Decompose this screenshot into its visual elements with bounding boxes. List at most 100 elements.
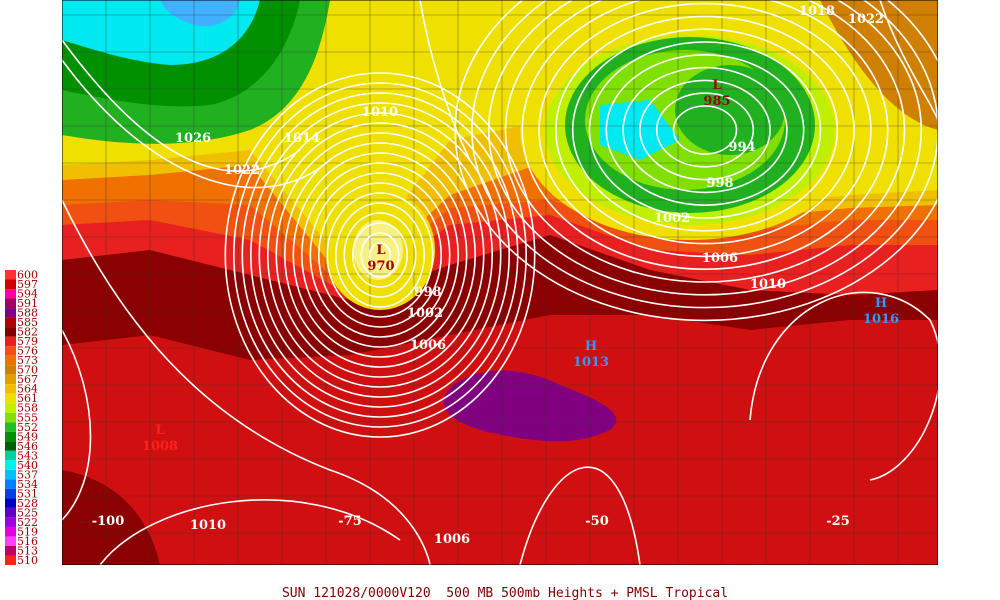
legend-label: 558 [17,402,38,415]
legend-label: 510 [17,554,38,567]
isobar [879,0,938,121]
isobar [258,112,502,398]
legend-label: 591 [17,297,38,310]
legend-swatch [5,460,16,470]
legend-swatch [5,498,16,508]
isobar [368,242,391,268]
isobar [749,291,938,481]
isobar-label: 1006 [702,251,738,266]
legend-swatch [5,450,16,461]
legend-swatch [5,469,16,480]
isobar [588,41,822,219]
isobar [283,142,476,368]
isobar-label: 1022 [224,163,260,178]
legend-label: 570 [17,364,38,377]
legend-label: 546 [17,440,38,453]
legend-label: 525 [17,506,38,519]
isobar [454,0,938,322]
height-band [62,470,160,565]
legend-swatch [5,507,16,518]
legend-label: 582 [17,326,38,339]
isobar [538,2,872,258]
isobar-label: 1006 [434,532,470,547]
center-value: 1016 [863,312,899,327]
isobar-label: 994 [728,140,755,155]
isobar [360,232,400,278]
legend-label: 531 [17,487,38,500]
legend-label: 600 [17,269,38,282]
legend-label: 528 [17,497,38,510]
center-symbol: H [585,339,597,354]
legend-swatch [5,289,16,299]
legend-swatch [5,327,16,337]
longitude-label: -75 [338,514,362,529]
isobar [62,329,92,521]
legend-label: 537 [17,468,38,481]
isobar-label: 1010 [750,277,786,292]
isobar [62,199,431,565]
isobar [99,499,401,565]
isobar [487,0,923,296]
isobar [224,72,536,438]
isobar-label: 1010 [362,105,398,120]
legend-swatch [5,298,16,309]
isobar [275,132,485,378]
center-symbol: L [155,423,164,438]
center-value: 1013 [573,355,609,370]
isobar [62,39,301,172]
legend-label: 552 [17,421,38,434]
height-band [675,65,785,155]
legend-swatch [5,365,16,375]
legend-swatch [5,374,16,385]
legend-label: 543 [17,449,38,462]
legend-label: 564 [17,383,38,396]
isobar [292,152,468,358]
isobar-label: 1026 [175,131,211,146]
legend-swatch [5,441,16,451]
isobar [309,172,451,338]
legend-label: 573 [17,354,38,367]
legend-swatch [5,393,16,404]
legend-label: 567 [17,373,38,386]
isobar [317,182,442,328]
center-symbol: L [376,243,385,258]
isobar [571,28,839,232]
legend-label: 513 [17,544,38,557]
isobar [555,15,855,245]
legend-swatch [5,555,16,565]
legend-swatch [5,545,16,556]
isobar-label: 1010 [190,518,226,533]
isobar-label: 1002 [407,306,443,321]
isobar [639,79,771,181]
legend-swatch [5,270,16,280]
legend-swatch [5,346,16,356]
isobar-label: 998 [414,285,441,300]
legend-swatch [5,479,16,489]
legend-label: 579 [17,335,38,348]
isobar [521,0,889,270]
height-field [62,0,938,565]
legend-swatch [5,536,16,546]
isobar [343,212,417,298]
isobar [241,92,519,418]
center-symbol: H [875,296,887,311]
legend-swatch [5,317,16,328]
longitude-label: -25 [826,514,850,529]
legend-label: 561 [17,392,38,405]
legend-swatch [5,355,16,366]
legend-label: 555 [17,411,38,424]
isobar [250,102,510,408]
isobar [605,54,805,206]
height-band [820,0,938,130]
legend-label: 588 [17,307,38,320]
legend-label: 585 [17,316,38,329]
legend-swatch [5,422,16,432]
legend-label: 519 [17,525,38,538]
isobar-label: 1002 [654,211,690,226]
legend-swatch [5,431,16,442]
legend-swatch [5,412,16,423]
isobar [300,162,459,348]
isobar-label: 1018 [799,4,835,19]
isobar [62,59,331,189]
